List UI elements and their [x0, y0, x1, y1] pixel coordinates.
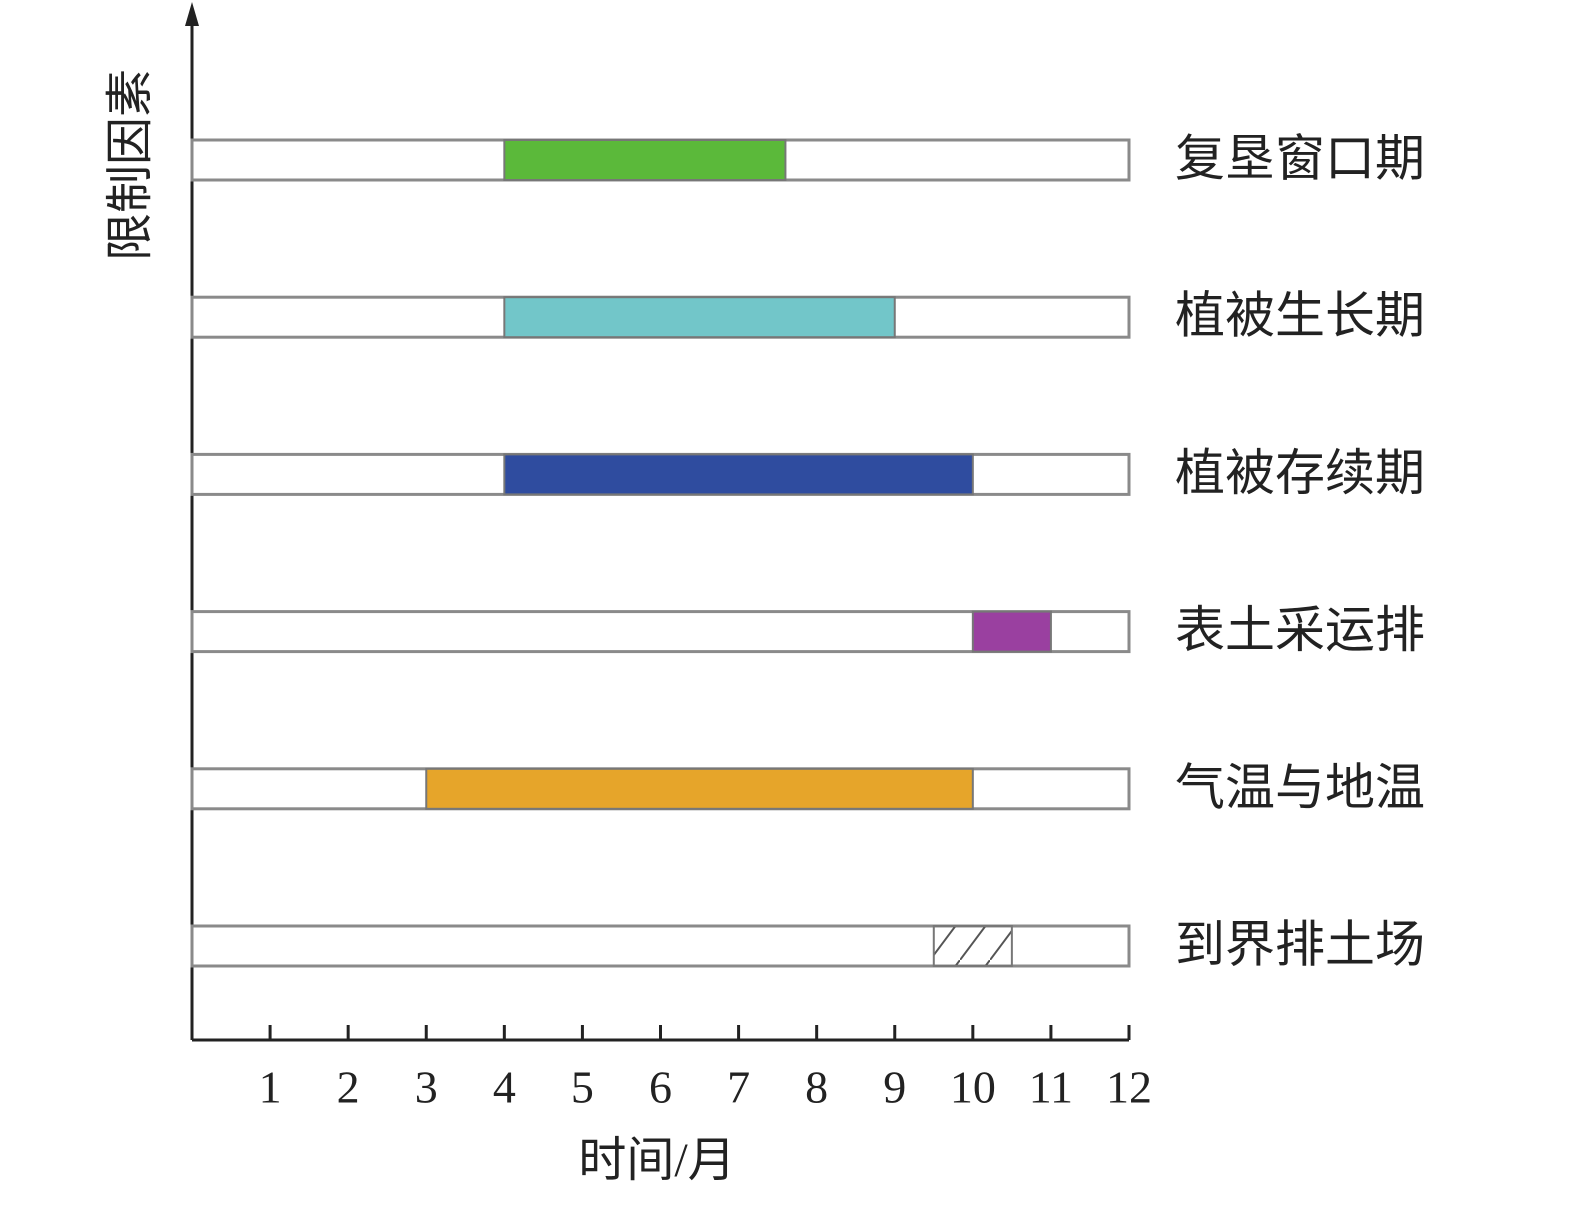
category-label: 植被生长期: [1175, 288, 1425, 344]
category-label: 表土采运排: [1175, 602, 1425, 658]
x-tick-label: 11: [1029, 1062, 1073, 1113]
x-tick-label: 10: [950, 1062, 996, 1113]
y-axis-arrow: [185, 2, 199, 26]
x-axis-label: 时间/月: [578, 1134, 735, 1187]
x-tick-label: 1: [259, 1062, 282, 1113]
range-bar: [503, 453, 974, 496]
x-tick-label: 9: [883, 1062, 906, 1113]
x-tick-label: 7: [727, 1062, 750, 1113]
category-label: 植被存续期: [1175, 445, 1425, 501]
range-bar: [425, 767, 974, 810]
range-bar: [503, 139, 787, 181]
range-bar: [503, 296, 896, 339]
range-bar: [971, 610, 1052, 653]
x-tick-label: 6: [649, 1062, 672, 1113]
x-tick-label: 4: [493, 1062, 516, 1113]
category-label: 到界排土场: [1175, 916, 1425, 972]
x-tick-label: 5: [571, 1062, 594, 1113]
y-axis-label: 限制因素: [104, 69, 157, 261]
x-tick-label: 12: [1106, 1062, 1152, 1113]
category-label: 复垦窗口期: [1175, 130, 1425, 186]
range-bar: [932, 925, 1013, 967]
category-label: 气温与地温: [1175, 759, 1425, 815]
x-tick-label: 3: [415, 1062, 438, 1113]
x-tick-label: 2: [337, 1062, 360, 1113]
x-tick-label: 8: [805, 1062, 828, 1113]
